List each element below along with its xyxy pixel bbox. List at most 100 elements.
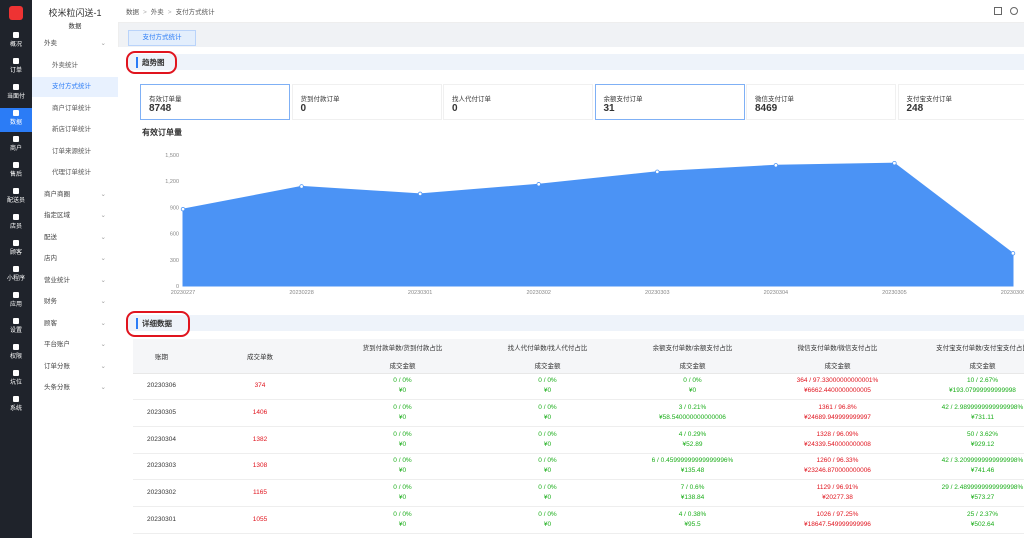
stat-card[interactable]: 有效订单量 8748 [140, 84, 290, 120]
amount-cell: ¥58.540000000000006 [659, 413, 726, 421]
ratio-cell: 29 / 2.4899999999999998% [941, 484, 1024, 492]
menu-group[interactable]: 配送 ⌄ [32, 228, 118, 248]
amount-cell: ¥52.89 [682, 440, 703, 448]
refresh-icon[interactable] [1010, 7, 1018, 15]
nav-icon [13, 266, 19, 272]
nav-item[interactable]: 商户 [0, 134, 32, 158]
stat-card[interactable]: 货到付款订单 0 [291, 84, 442, 120]
amount-cell: ¥6662.4400000000005 [804, 387, 871, 394]
menu-label: 平台账户 [44, 341, 70, 348]
y-tick-label: 900 [170, 205, 179, 211]
menu-item[interactable]: 订单来源统计 [52, 147, 91, 155]
nav-label: 应用 [9, 302, 22, 308]
amount-cell: ¥0 [543, 467, 552, 475]
nav-label: 当面付 [6, 94, 25, 100]
menu-item[interactable]: 新店订单统计 [52, 126, 91, 133]
ratio-cell: 3 / 0.21% [678, 403, 707, 411]
amount-cell: ¥731.11 [970, 413, 994, 421]
y-tick-label: 1,200 [165, 179, 179, 185]
amount-cell: ¥0 [543, 387, 552, 394]
nav-item[interactable]: 设置 [0, 316, 32, 340]
content [118, 47, 1024, 538]
menu-item[interactable]: 商户订单统计 [52, 104, 91, 112]
nav-item[interactable]: 订单 [0, 56, 32, 80]
data-point [655, 169, 660, 174]
amount-cell: ¥502.64 [970, 521, 995, 528]
count-cell: 1308 [252, 462, 268, 470]
ratio-cell: 0 / 0% [538, 457, 557, 465]
amount-cell: ¥929.12 [970, 440, 995, 448]
nav-item[interactable]: 应用 [0, 290, 32, 314]
menu-group[interactable]: 财务 ⌄ [32, 292, 118, 312]
nav-item[interactable]: 坑位 [0, 368, 32, 392]
fullscreen-icon[interactable] [994, 7, 1002, 15]
amount-cell: ¥0 [688, 387, 697, 394]
separator: > [143, 9, 147, 16]
nav-icon [13, 110, 19, 116]
amount-cell: ¥138.84 [680, 494, 705, 502]
menu-group[interactable]: 外卖 ⌄ [32, 34, 118, 54]
ratio-cell: 0 / 0% [538, 403, 557, 411]
menu-item[interactable]: 代理订单统计 [52, 169, 91, 176]
breadcrumb-item[interactable]: 支付方式统计 [175, 9, 215, 16]
stat-value: 248 [906, 103, 924, 114]
column-header: 账期 [155, 354, 168, 361]
nav-item[interactable]: 数据 [0, 108, 32, 132]
nav-item[interactable]: 配送员 [0, 186, 32, 210]
row-divider [133, 506, 1024, 508]
logo [9, 6, 23, 20]
breadcrumb-item[interactable]: 外卖 [150, 9, 164, 16]
menu-item[interactable]: 外卖统计 [52, 61, 78, 69]
stat-value: 31 [603, 103, 615, 114]
nav-item[interactable]: 售后 [0, 160, 32, 184]
menu-label: 头条分账 [44, 384, 70, 391]
nav-item[interactable]: 顾客 [0, 238, 32, 262]
stat-card[interactable]: 找人代付订单 0 [443, 84, 593, 120]
nav-label: 权限 [9, 354, 22, 360]
menu-group[interactable]: 指定区域 ⌄ [32, 206, 118, 226]
menu-group[interactable]: 顾客 ⌄ [32, 314, 118, 334]
column-header: 成交单数 [247, 354, 273, 361]
menu-group[interactable]: 营业统计 ⌄ [32, 271, 118, 291]
nav-icon [13, 84, 19, 90]
ratio-cell: 0 / 0% [538, 484, 557, 492]
menu-group[interactable]: 商户商圈 ⌄ [32, 185, 118, 205]
ratio-cell: 0 / 0% [538, 430, 557, 438]
stat-card[interactable]: 支付宝支付订单 248 [897, 84, 1024, 120]
menu-item[interactable]: 支付方式统计 [32, 77, 118, 97]
section-title: 详细数据 [136, 318, 172, 329]
menu-label: 营业统计 [44, 276, 70, 284]
amount-cell: ¥0 [543, 413, 552, 421]
breadcrumb: 数据 > 外卖 > 支付方式统计 [126, 6, 215, 16]
ratio-cell: 0 / 0% [538, 511, 557, 518]
ratio-cell: 0 / 0% [683, 377, 702, 384]
nav-label: 数据 [9, 120, 22, 126]
nav-icon [13, 162, 19, 168]
nav-item[interactable]: 小程序 [0, 264, 32, 288]
nav-item[interactable]: 当面付 [0, 82, 32, 106]
menu-arrow: ⌄ [100, 40, 106, 47]
stat-card[interactable]: 余额支付订单 31 [594, 84, 745, 120]
stat-label: 余额支付订单 [603, 96, 643, 103]
x-tick-label: 20230302 [526, 290, 550, 296]
x-tick-label: 20230304 [764, 290, 788, 296]
menu-group[interactable]: 店内 ⌄ [32, 249, 118, 269]
tab[interactable]: 支付方式统计 [128, 30, 196, 46]
menu-group[interactable]: 平台账户 ⌄ [32, 335, 118, 355]
menu-group[interactable]: 头条分账 ⌄ [32, 378, 118, 398]
x-tick-label: 20230228 [289, 290, 313, 296]
nav-item[interactable]: 店员 [0, 212, 32, 236]
nav-item[interactable]: 系统 [0, 394, 32, 418]
x-tick-label: 20230306 [1001, 290, 1024, 296]
column-subheader: 成交金额 [534, 363, 561, 370]
stat-card[interactable]: 微信支付订单 8469 [746, 84, 896, 120]
stat-value: 8469 [755, 103, 778, 114]
ratio-cell: 1026 / 97.25% [816, 511, 859, 518]
breadcrumb-item[interactable]: 数据 [126, 9, 139, 16]
nav-item[interactable]: 概况 [0, 30, 32, 54]
menu-group[interactable]: 订单分账 ⌄ [32, 357, 118, 377]
amount-cell: ¥95.5 [684, 521, 701, 528]
nav-item[interactable]: 权限 [0, 342, 32, 366]
menu-label: 配送 [44, 233, 57, 241]
stat-label: 找人代付订单 [452, 96, 491, 103]
